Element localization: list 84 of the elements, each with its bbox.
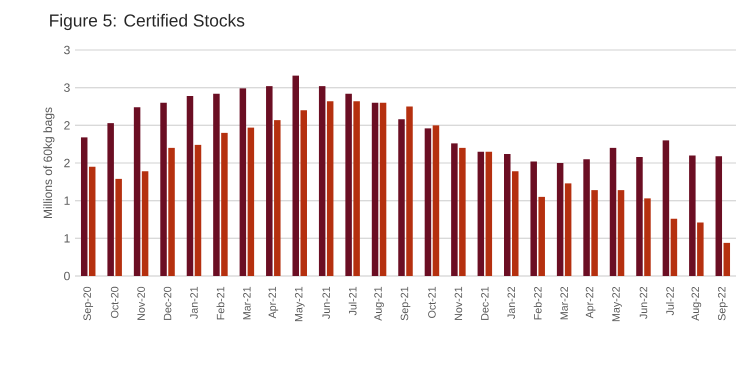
y-tick-label: 1 [64, 196, 70, 205]
bar [345, 94, 352, 276]
x-tick-label: Jan-22 [507, 286, 516, 319]
bar [424, 128, 432, 276]
bar [716, 156, 722, 276]
y-tick-label: 3 [64, 46, 70, 54]
bar [326, 101, 334, 276]
bar [380, 102, 386, 276]
x-tick-label: May-21 [294, 286, 305, 322]
x-tick-label: Sep-20 [83, 286, 94, 320]
x-tick-label: Feb-22 [534, 286, 542, 320]
x-tick-label: Mar-22 [560, 286, 568, 320]
bar [459, 148, 466, 276]
bar [689, 155, 696, 276]
bar [662, 140, 670, 276]
bar [240, 88, 246, 276]
bar [636, 156, 643, 276]
bar [372, 102, 378, 276]
bar [432, 125, 440, 276]
bar [512, 171, 519, 276]
bar [300, 110, 307, 276]
x-tick-label: Aug-21 [374, 286, 384, 321]
x-tick-label: Sep-22 [718, 286, 728, 320]
bar [451, 143, 458, 276]
bar [213, 94, 220, 276]
bar [221, 132, 228, 276]
bar [591, 190, 598, 276]
bar [134, 107, 140, 276]
y-tick-label: 2 [64, 158, 70, 168]
x-tick-label: Feb-21 [216, 286, 224, 320]
bar [398, 119, 405, 276]
x-tick-label: Mar-21 [243, 286, 251, 320]
bar [618, 190, 624, 276]
x-tick-label: Jul-22 [666, 286, 674, 316]
x-tick-label: Dec-21 [481, 286, 489, 320]
y-tick-label: 3 [64, 83, 70, 92]
bar [406, 106, 413, 276]
y-tick-label: 1 [64, 234, 70, 242]
bar [186, 96, 194, 276]
bar [107, 123, 114, 276]
bar [556, 163, 564, 276]
x-tick-label: Jun-21 [322, 286, 330, 319]
bar [353, 101, 360, 276]
x-tick-label: Apr-21 [268, 286, 278, 318]
y-axis-title: Millions of 60kg bags [43, 107, 54, 218]
x-tick-label: Oct-21 [428, 286, 436, 318]
x-tick-label: Apr-22 [586, 286, 596, 318]
x-tick-label: Nov-20 [137, 286, 145, 320]
bar [142, 171, 148, 276]
y-tick-label: 2 [64, 121, 70, 130]
chart-title: Figure 5: Certified Stocks [50, 14, 244, 30]
bar [644, 198, 651, 276]
x-tick-label: May-22 [612, 286, 622, 322]
bar [530, 161, 537, 276]
bar [583, 159, 590, 276]
x-tick-label: Nov-21 [454, 286, 462, 320]
bar [724, 242, 730, 276]
x-tick-label: Jan-21 [190, 286, 198, 319]
bar [88, 166, 96, 276]
x-tick-label: Sep-21 [400, 286, 410, 320]
y-tick-label: 0 [64, 272, 70, 280]
bar [670, 218, 678, 276]
bar [160, 102, 167, 276]
bar [564, 183, 572, 276]
x-tick-label: Jun-22 [640, 286, 648, 319]
bar [478, 152, 484, 276]
bar [115, 178, 122, 276]
x-tick-label: Oct-20 [110, 286, 118, 318]
bar [538, 196, 545, 276]
bar [318, 86, 326, 276]
bar [266, 86, 273, 276]
bar [697, 222, 704, 276]
bar [610, 148, 616, 276]
bar [194, 144, 202, 276]
bar [168, 148, 175, 276]
bar [80, 137, 88, 276]
bar [274, 120, 281, 276]
x-tick-label: Dec-20 [164, 286, 172, 320]
bar [292, 76, 299, 276]
bar [486, 152, 492, 276]
x-tick-label: Aug-22 [692, 286, 702, 321]
bar [504, 154, 511, 276]
x-tick-label: Jul-21 [348, 286, 357, 316]
bar [248, 128, 254, 276]
